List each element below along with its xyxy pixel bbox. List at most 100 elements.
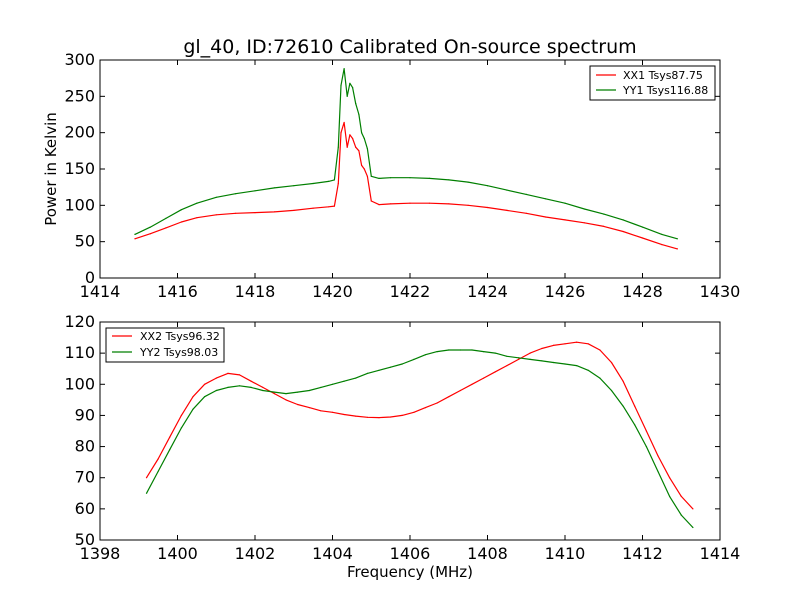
top-series-yy-point (149, 226, 151, 228)
bottom-series-xx-point (506, 365, 508, 367)
top-series-yy-point (215, 196, 217, 198)
bottom-series-yy-point (238, 385, 241, 387)
top-series-xx-point (661, 244, 663, 246)
bottom-legend: XX2 Tsys96.32 YY2 Tsys98.03 (105, 327, 225, 363)
top-x-tick-label: 1418 (235, 282, 276, 301)
bottom-series-yy-point (331, 383, 334, 385)
top-series-yy-point (390, 177, 392, 179)
bottom-series-xx-point (552, 344, 555, 346)
bottom-ticks-layer: 1398 1400 1402 1404 1406 1408 1410 1412 1414 50 60… (64, 312, 740, 563)
bottom-series-yy-point (378, 369, 380, 371)
top-series-yy-point (358, 113, 360, 116)
top-series-xx-point (428, 202, 430, 204)
top-series-yy-point (337, 146, 339, 148)
top-series-xx-point (355, 146, 357, 148)
top-x-tick-label: 1424 (467, 282, 508, 301)
bottom-series-yy-point (529, 358, 531, 360)
bottom-series-xx-point (517, 358, 520, 360)
top-series-yy-point (366, 148, 368, 150)
bottom-series-yy-point (413, 358, 415, 360)
top-series-xx-point (149, 233, 151, 235)
top-series-yy-point (363, 137, 365, 140)
top-series-xx-point (409, 202, 411, 204)
bottom-series-yy-point (634, 424, 636, 426)
bottom-y-tick-label: 60 (75, 499, 95, 518)
bottom-series-xx-point (145, 477, 148, 479)
top-series-yy-point (293, 185, 295, 187)
top-series-yy-point (180, 209, 182, 211)
top-series-xx-point (196, 217, 198, 219)
top-series-xx-point (378, 204, 380, 206)
top-series-xx-point (545, 216, 547, 218)
bottom-series-yy-point (215, 389, 217, 392)
top-series-yy-point (346, 95, 348, 97)
bottom-series-xx-point (657, 455, 659, 457)
top-series-xx-point (215, 214, 217, 216)
bottom-series-yy-point (576, 365, 578, 367)
top-y-tick-label: 200 (64, 123, 95, 142)
top-series-xx-point (676, 248, 679, 250)
bottom-series-yy-point (541, 360, 543, 362)
top-y-tick-label: 300 (64, 50, 95, 69)
bottom-series-xx-point (424, 407, 427, 409)
bottom-series-yy-point (587, 369, 589, 371)
bottom-series-xx-point (308, 407, 310, 409)
bottom-series-yy-point (669, 495, 671, 497)
top-series-yy-point (328, 180, 330, 182)
bottom-y-tick-label: 90 (75, 405, 95, 424)
bottom-series-yy-point (366, 372, 368, 374)
top-x-tick-label: 1430 (700, 282, 741, 301)
bottom-legend-label-yy2: YY2 Tsys98.03 (139, 346, 218, 359)
top-series-yy-point (333, 179, 335, 181)
top-series-xx-point (352, 137, 354, 140)
top-series-xx-point (134, 238, 136, 240)
bottom-series-yy-point (169, 449, 171, 451)
top-panel: 1414 1416 1418 1420 1422 1424 1426 1428 1430 0 50 1… (42, 50, 740, 301)
bottom-series-xx-point (366, 416, 368, 418)
top-y-tick-label: 0 (85, 268, 95, 287)
bottom-series-xx-point (262, 386, 264, 388)
bottom-y-tick-label: 100 (64, 374, 95, 393)
top-series-yy-point (343, 68, 345, 70)
bottom-series-xx-point (192, 396, 194, 398)
bottom-series-xx-point (297, 403, 299, 406)
bottom-series-xx-point (448, 396, 450, 398)
bottom-series-xx-point (250, 380, 252, 382)
top-ticks-layer: 1414 1416 1418 1420 1422 1424 1426 1428 1430 0 50 1… (64, 50, 740, 301)
bottom-x-tick-label: 1414 (700, 544, 741, 563)
top-series-xx-point (346, 146, 348, 148)
bottom-x-tick-label: 1400 (157, 544, 198, 563)
x-axis-label: Frequency (MHz) (347, 563, 473, 581)
top-series-yy-point (428, 177, 430, 179)
top-series-xx-line (134, 121, 678, 250)
bottom-y-tick-label: 120 (64, 312, 95, 331)
bottom-series-layer (145, 341, 694, 529)
bottom-series-xx-point (157, 458, 159, 460)
bottom-series-xx-point (355, 415, 357, 417)
top-series-yy-point (254, 190, 256, 192)
bottom-series-xx-point (180, 414, 182, 416)
bottom-x-tick-label: 1406 (390, 544, 431, 563)
bottom-y-tick-label: 70 (75, 468, 95, 487)
bottom-x-tick-label: 1408 (467, 544, 508, 563)
top-series-yy-point (506, 189, 508, 191)
top-series-xx-point (273, 211, 275, 213)
bottom-series-yy-point (227, 386, 229, 388)
bottom-series-yy-point (483, 351, 485, 353)
top-series-yy-point (525, 193, 527, 195)
bottom-series-yy-point (157, 470, 159, 473)
bottom-x-tick-label: 1402 (235, 544, 276, 563)
top-y-axis-label: Power in Kelvin (42, 112, 60, 226)
top-legend-label-xx1: XX1 Tsys87.75 (623, 69, 703, 82)
bottom-series-xx-point (692, 508, 694, 510)
bottom-series-xx-point (413, 411, 415, 413)
top-y-tick-label: 100 (64, 195, 95, 214)
top-series-xx-point (349, 134, 351, 136)
bottom-series-xx-point (459, 389, 461, 392)
top-series-yy-point (661, 233, 663, 235)
top-legend: XX1 Tsys87.75 YY1 Tsys116.88 (589, 65, 716, 101)
top-series-yy-line (134, 68, 678, 240)
bottom-series-yy-point (285, 393, 287, 395)
bottom-series-xx-point (541, 347, 543, 350)
